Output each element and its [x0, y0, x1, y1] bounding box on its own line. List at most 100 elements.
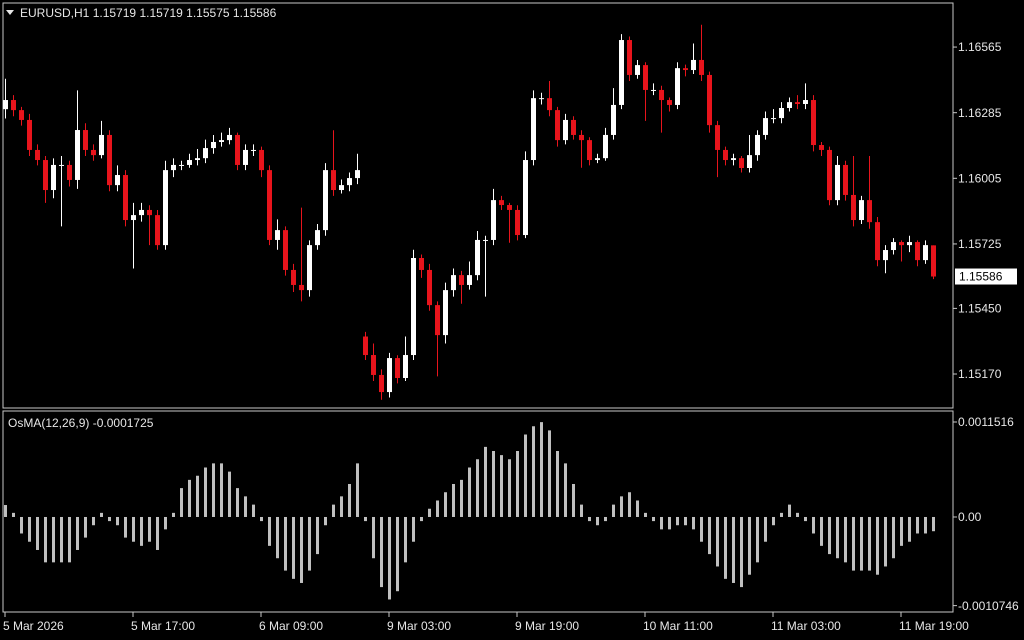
- candle-body: [91, 149, 96, 156]
- histogram-bar: [932, 516, 935, 532]
- candle-body: [811, 100, 816, 146]
- histogram-bar: [60, 516, 63, 563]
- histogram-bar: [52, 516, 55, 563]
- candle-body: [43, 160, 48, 191]
- candle-body: [363, 336, 368, 356]
- histogram-bar: [852, 516, 855, 571]
- candle-body: [83, 130, 88, 150]
- y-tick-label: 0.0011516: [958, 415, 1014, 429]
- candle-body: [691, 59, 696, 71]
- candle-body: [155, 215, 160, 246]
- candle-body: [283, 230, 288, 270]
- candle-body: [707, 74, 712, 126]
- histogram-bar: [28, 516, 31, 542]
- histogram-bar: [388, 516, 391, 600]
- candle-body: [555, 110, 560, 141]
- histogram-bar: [84, 516, 87, 538]
- histogram-bar: [588, 516, 591, 522]
- candle-body: [203, 148, 208, 159]
- chart-header: EURUSD,H1 1.15719 1.15719 1.15575 1.1558…: [20, 6, 277, 20]
- candle-body: [787, 102, 792, 108]
- histogram-bar: [580, 504, 583, 517]
- candle-body: [299, 284, 304, 291]
- candle-body: [19, 110, 24, 120]
- candle-body: [523, 160, 528, 236]
- candle-body: [907, 242, 912, 246]
- histogram-bar: [908, 516, 911, 542]
- y-tick-label: 1.15450: [958, 302, 1002, 316]
- candle-body: [475, 239, 480, 276]
- candle-body: [35, 149, 40, 161]
- candle-body: [275, 230, 280, 240]
- candle-body: [347, 178, 352, 186]
- candle-body: [331, 170, 336, 191]
- candle-body: [739, 158, 744, 168]
- candle-body: [3, 100, 8, 110]
- candle-body: [419, 258, 424, 270]
- indicator-header: OsMA(12,26,9) -0.0001725: [8, 416, 154, 430]
- candle-body: [875, 222, 880, 261]
- candle-body: [571, 119, 576, 135]
- histogram-bar: [868, 516, 871, 571]
- histogram-bar: [236, 488, 239, 517]
- candle-body: [139, 209, 144, 216]
- candle-body: [683, 68, 688, 71]
- candle-body: [795, 102, 800, 105]
- histogram-bar: [268, 516, 271, 546]
- histogram-bar: [300, 516, 303, 583]
- histogram-bar: [12, 512, 15, 517]
- candle-body: [427, 269, 432, 306]
- panel-frame: [2, 410, 954, 613]
- histogram-bar: [708, 516, 711, 555]
- histogram-bar: [164, 516, 167, 530]
- candle-body: [627, 40, 632, 75]
- candle-body: [731, 158, 736, 161]
- candle-body: [883, 250, 888, 261]
- candle-body: [235, 134, 240, 165]
- candle-body: [803, 100, 808, 105]
- histogram-bar: [132, 516, 135, 542]
- histogram-bar: [764, 516, 767, 542]
- candle-body: [147, 209, 152, 216]
- histogram-bar: [500, 455, 503, 517]
- candle-body: [715, 125, 720, 150]
- histogram-bar: [220, 463, 223, 517]
- indicator-title: OsMA(12,26,9): [8, 416, 89, 430]
- histogram-bar: [292, 516, 295, 579]
- candle-body: [51, 164, 56, 191]
- histogram-bar: [44, 516, 47, 563]
- candle-body: [443, 290, 448, 336]
- candle-body: [779, 108, 784, 119]
- histogram-bar: [100, 512, 103, 517]
- menu-triangle[interactable]: [6, 10, 14, 15]
- histogram-bar: [516, 451, 519, 517]
- candle-body: [243, 149, 248, 165]
- histogram-bar: [476, 459, 479, 517]
- candle-body: [667, 100, 672, 105]
- candle-body: [515, 209, 520, 236]
- candle-body: [923, 245, 928, 261]
- candle-body: [619, 40, 624, 105]
- histogram-bar: [180, 488, 183, 517]
- candle-body: [387, 358, 392, 393]
- x-tick-label: 9 Mar 19:00: [515, 619, 579, 633]
- x-tick-label: 11 Mar 19:00: [899, 619, 969, 633]
- y-tick-label: 1.15170: [958, 367, 1002, 381]
- candle-body: [859, 200, 864, 221]
- histogram-bar: [332, 504, 335, 517]
- open-value: 1.15719: [93, 6, 137, 20]
- histogram-bar: [756, 516, 759, 563]
- candle-body: [507, 205, 512, 210]
- histogram-bar: [108, 516, 111, 522]
- candle-body: [435, 305, 440, 336]
- histogram-bar: [212, 463, 215, 517]
- candle-body: [251, 149, 256, 151]
- candle-body: [115, 175, 120, 186]
- histogram-bar: [548, 430, 551, 517]
- candle-body: [323, 170, 328, 231]
- y-tick-label: 1.16005: [958, 171, 1002, 185]
- histogram-bar: [684, 516, 687, 526]
- histogram-bar: [796, 512, 799, 517]
- candle-body: [771, 118, 776, 120]
